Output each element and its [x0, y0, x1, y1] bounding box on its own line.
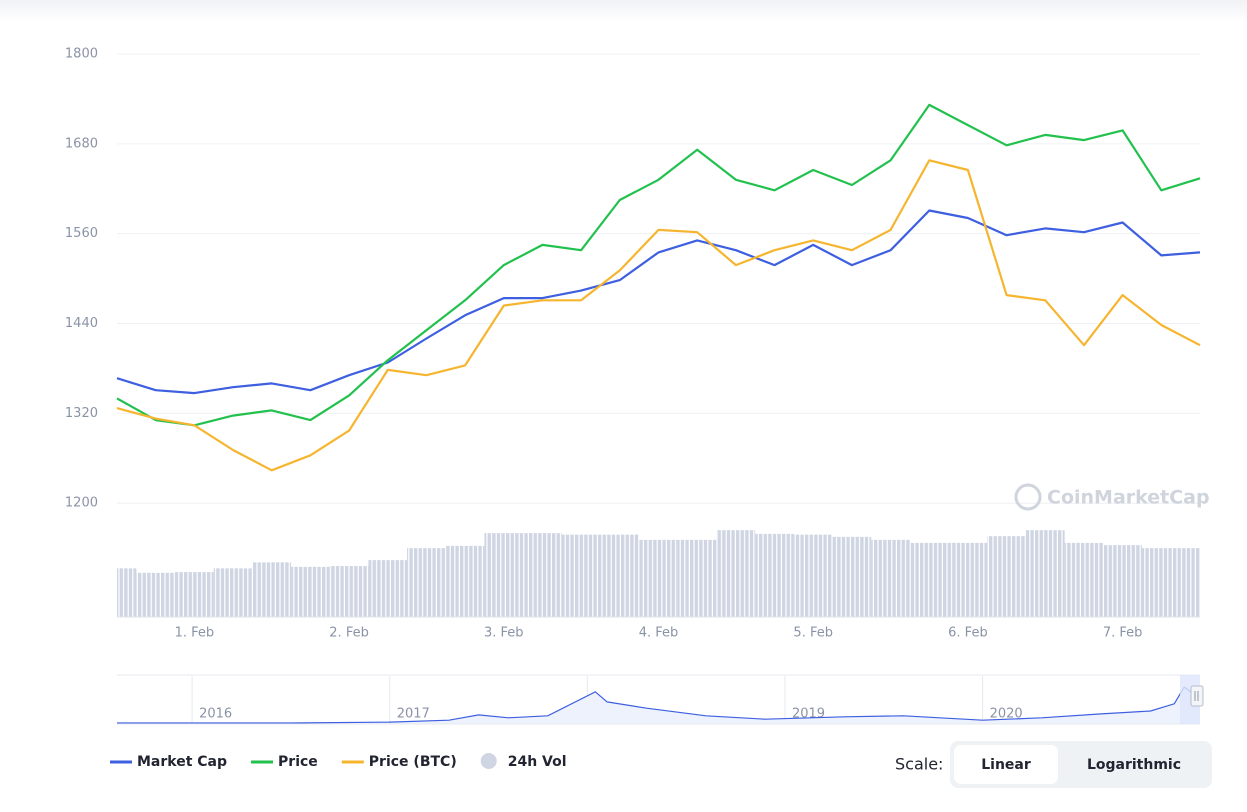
volume-bar [523, 533, 562, 617]
volume-bar [1064, 542, 1104, 617]
linear-button-label[interactable]: Linear [981, 757, 1031, 773]
volume-bar [677, 539, 717, 617]
volume-bar [329, 566, 369, 617]
watermark-logo [1014, 483, 1042, 511]
legend-dot [480, 753, 497, 769]
volume-bar [987, 536, 1026, 617]
navigator-line [117, 686, 1201, 724]
navigator-tick-label: 2017 [397, 707, 430, 722]
volume-bar [1025, 530, 1065, 617]
legend-label[interactable]: Price (BTC) [369, 754, 457, 770]
volume-bar [117, 568, 137, 617]
volume-bar [407, 548, 446, 617]
volume-bar [871, 539, 910, 617]
y-tick-label: 1440 [65, 316, 98, 331]
x-tick-label: 6. Feb [948, 626, 988, 641]
volume-bar [793, 534, 833, 617]
volume-bar [1141, 548, 1181, 617]
volume-bar [561, 534, 601, 617]
series-line [116, 103, 1201, 427]
navigator-tick-label: 2016 [199, 707, 232, 722]
volume-bar [755, 533, 794, 617]
x-tick-label: 2. Feb [329, 626, 369, 641]
volume-bar [639, 539, 678, 617]
y-tick-label: 1800 [65, 47, 98, 62]
x-tick-label: 4. Feb [639, 626, 679, 641]
watermark-text: CoinMarketCap [1047, 487, 1210, 509]
volume-bar [484, 533, 524, 617]
volume-bar [600, 534, 640, 617]
x-tick-label: 5. Feb [793, 626, 833, 641]
series-line [116, 159, 1201, 472]
volume-bar [1180, 548, 1200, 617]
log-button-label[interactable]: Logarithmic [1087, 757, 1181, 773]
x-tick-label: 3. Feb [484, 626, 524, 641]
navigator-area [117, 687, 1200, 724]
navigator-tick-label: 2020 [990, 707, 1023, 722]
volume-bar [909, 542, 949, 617]
legend-label[interactable]: Price [278, 754, 318, 770]
y-tick-label: 1320 [65, 406, 98, 421]
watermark: CoinMarketCap [1014, 483, 1210, 511]
volume-bar [948, 542, 988, 617]
volume-bar [445, 545, 485, 617]
volume-bar [832, 536, 872, 617]
volume-bar [252, 562, 292, 617]
volume-bar [1103, 545, 1142, 617]
series-line [116, 209, 1201, 395]
volume-bar [368, 560, 408, 617]
volume-bar [291, 566, 330, 617]
x-tick-label: 1. Feb [175, 626, 215, 641]
top-fade [0, 0, 1247, 22]
legend-label[interactable]: 24h Vol [508, 754, 567, 770]
x-tick-label: 7. Feb [1103, 626, 1143, 641]
scale-label: Scale: [895, 755, 943, 774]
legend-label[interactable]: Market Cap [137, 754, 227, 770]
volume-bar [175, 572, 214, 617]
linear-button[interactable] [954, 745, 1058, 784]
volume-bar [716, 530, 756, 617]
volume-bar [136, 572, 176, 617]
y-tick-label: 1680 [65, 136, 98, 151]
navigator-handle[interactable] [1190, 685, 1204, 707]
y-tick-label: 1200 [65, 496, 98, 511]
y-tick-label: 1560 [65, 226, 98, 241]
volume-bar [213, 568, 253, 617]
